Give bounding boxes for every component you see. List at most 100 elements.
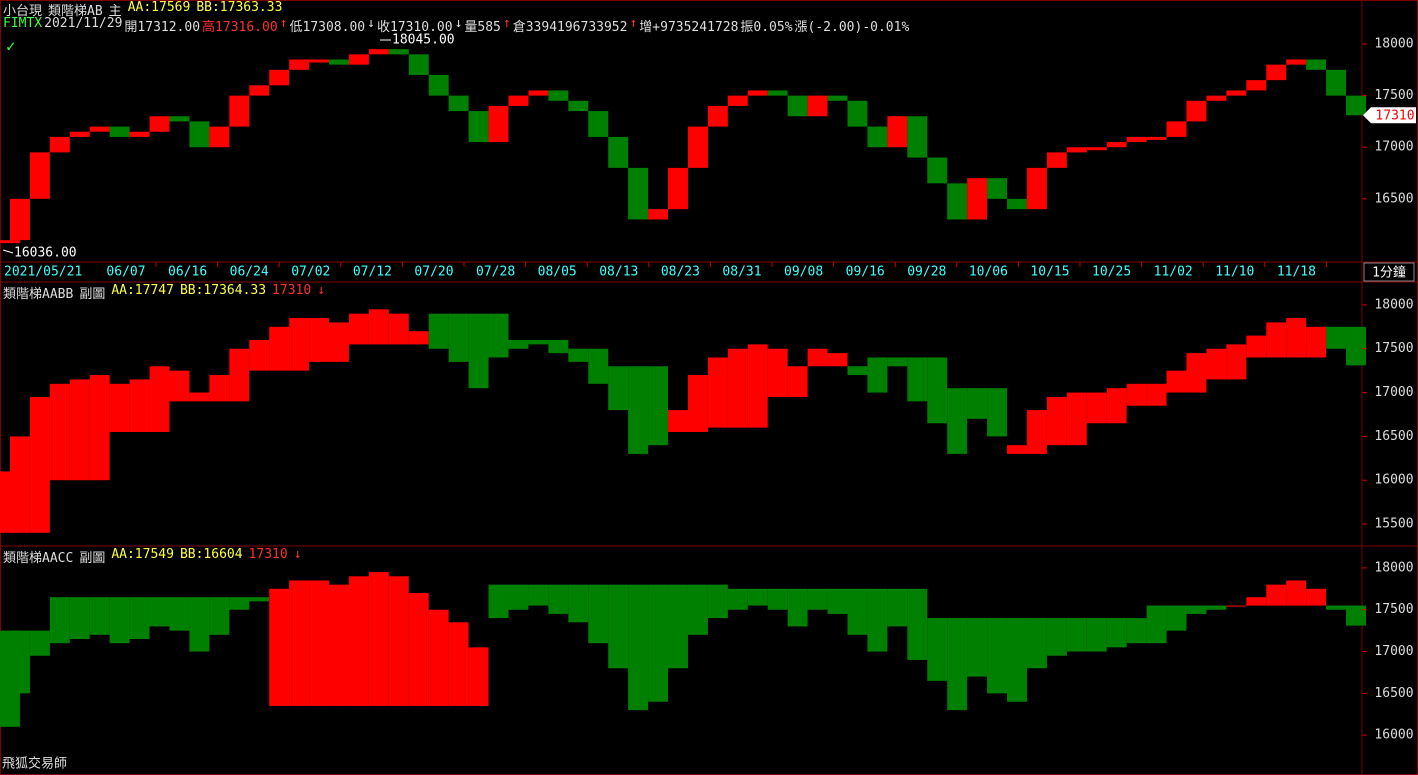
ladder-fill — [608, 584, 629, 669]
ladder-fill — [229, 597, 250, 610]
ladder-fill — [907, 588, 928, 660]
label: 2021/11/29 — [44, 16, 123, 31]
price-step — [189, 121, 210, 148]
price-step — [588, 111, 609, 137]
label: 倉3394196733952 — [512, 20, 628, 35]
ladder-fill — [488, 584, 509, 619]
ladder-fill — [727, 348, 748, 428]
price-step — [947, 183, 968, 220]
ladder-fill — [289, 318, 310, 371]
ladder-fill — [907, 357, 928, 402]
ladder-fill — [49, 383, 70, 481]
ladder-fill — [847, 366, 868, 376]
ladder-fill — [348, 576, 369, 706]
price-step — [528, 90, 549, 96]
label: 開17312.00 — [124, 20, 201, 35]
price-step — [1146, 136, 1167, 140]
price-step — [628, 167, 649, 220]
price-step — [0, 240, 20, 244]
label: ↓ — [293, 547, 302, 562]
label: ↑ — [629, 16, 638, 31]
price-step — [687, 126, 708, 168]
price-step — [1166, 121, 1187, 137]
ladder-fill — [189, 597, 210, 652]
ladder-fill — [1146, 383, 1167, 406]
x-tick-label: 06/16 — [168, 265, 207, 280]
ladder-fill — [548, 339, 569, 354]
price-step — [1186, 100, 1207, 122]
header-row: 小台現 類階梯AB 主 AA:17569 BB:17363.33 — [3, 0, 282, 19]
ladder-fill — [628, 366, 649, 454]
period[interactable]: 1分鐘 — [1372, 265, 1406, 281]
ladder-fill — [1066, 618, 1087, 652]
label: 振0.05% — [740, 20, 793, 35]
price-step — [9, 198, 30, 241]
ladder-fill — [269, 588, 290, 706]
x-tick-label: 11/18 — [1277, 265, 1316, 280]
ladder-fill — [249, 597, 270, 602]
ladder-fill — [1046, 618, 1067, 656]
ladder-fill — [568, 584, 589, 623]
price-step — [1126, 136, 1147, 143]
x-tick-label: 08/05 — [538, 265, 577, 280]
ladder-fill — [927, 357, 948, 424]
y-tick-label: 18000 — [1374, 297, 1413, 312]
ladder-fill — [89, 597, 110, 635]
ladder-fill — [348, 313, 369, 345]
check-icon: ✓ — [6, 37, 16, 56]
label: AA:17549 — [111, 547, 174, 562]
price-step — [1286, 59, 1307, 65]
price-step — [1226, 90, 1247, 96]
y-tick-label: 16500 — [1374, 191, 1413, 206]
price-step — [249, 85, 270, 96]
ladder-fill — [787, 588, 808, 627]
price-step — [368, 49, 389, 55]
price-step — [348, 54, 369, 65]
y-tick-label: 15500 — [1374, 517, 1413, 532]
ladder-fill — [1186, 605, 1207, 614]
label: AA:17747 — [111, 283, 174, 298]
price-step — [967, 178, 988, 220]
ladder-fill — [807, 348, 828, 367]
ladder-fill — [289, 580, 310, 706]
ladder-fill — [687, 375, 708, 433]
price-step — [428, 74, 449, 96]
x-tick-label: 09/28 — [907, 265, 946, 280]
ladder-fill — [388, 313, 409, 345]
price-step — [1326, 69, 1347, 96]
footer: 飛狐交易師 — [2, 756, 67, 772]
ladder-fill — [787, 366, 808, 397]
ladder-fill — [229, 348, 250, 402]
ladder-fill — [1166, 605, 1187, 631]
ladder-fill — [847, 588, 868, 635]
ladder-fill — [1106, 618, 1127, 648]
ladder-fill — [747, 588, 768, 606]
ladder-fill — [648, 584, 669, 702]
ladder-fill — [827, 353, 848, 367]
ladder-fill — [269, 326, 290, 371]
price-step — [229, 95, 250, 127]
label: ↑ — [279, 16, 288, 31]
price-step — [1206, 95, 1227, 101]
ladder-fill — [1007, 445, 1027, 454]
label: 主 — [108, 4, 122, 19]
ladder-fill — [528, 339, 549, 345]
low-label: 16036.00 — [14, 246, 77, 261]
y-tick-label: 16000 — [1374, 728, 1413, 743]
ladder-fill — [967, 388, 988, 419]
price-step — [1046, 152, 1067, 168]
x-tick-label: 08/23 — [661, 265, 700, 280]
ladder-fill — [867, 588, 888, 652]
x-tick-label: 10/15 — [1030, 265, 1069, 280]
ladder-fill — [1126, 618, 1147, 644]
price-step — [109, 126, 130, 137]
ladder-fill — [548, 584, 569, 614]
ladder-fill — [668, 410, 688, 433]
period-button[interactable] — [1363, 262, 1415, 282]
ladder-fill — [368, 309, 389, 345]
ladder-fill — [967, 618, 988, 677]
ladder-fill — [1306, 588, 1327, 606]
y-tick-label: 16500 — [1374, 686, 1413, 701]
ladder-fill — [468, 647, 489, 706]
ladder-fill — [149, 366, 170, 433]
